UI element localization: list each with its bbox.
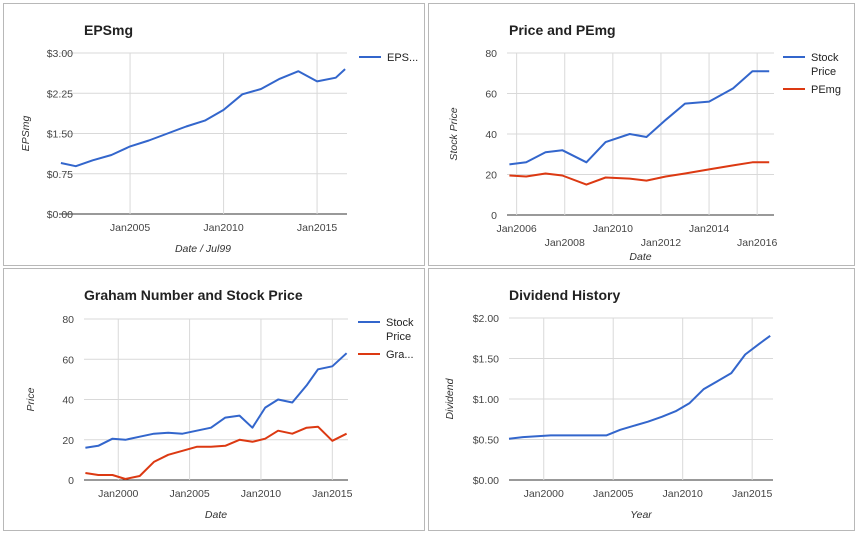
y-tick-label: 60 (485, 89, 497, 101)
y-tick-label: 40 (62, 395, 74, 407)
x-tick-label: Jan2014 (689, 223, 729, 235)
y-tick-label: 0 (491, 210, 497, 222)
chart-dividend-history: Dividend History $0.00 $0.50 $1.00 $1.50 $2.0… (444, 287, 773, 521)
x-tick-label: Jan2000 (98, 488, 138, 500)
x-tick-label: Jan2010 (203, 222, 243, 234)
x-tick-label: Jan2008 (545, 237, 585, 249)
series-line-pemg (509, 161, 770, 186)
x-tick-label: Jan2010 (593, 223, 633, 235)
series-line-dividend (508, 334, 771, 440)
y-tick-label: 0 (68, 475, 74, 487)
chart-epsmg: EPSmg $0.00 $0.75 $1.50 $2.25 $3.00 Jan2005 Jan… (20, 22, 418, 255)
x-tick-label: Jan2015 (297, 222, 337, 234)
y-tick-label: $2.00 (473, 313, 499, 325)
series-line-stock-price (509, 70, 770, 166)
legend-label: EPS... (387, 52, 418, 64)
y-tick-label: $1.50 (47, 129, 73, 141)
y-tick-label: 20 (485, 170, 497, 182)
legend-label: Stock Price (386, 317, 414, 343)
chart-panel-price-and-pemg: Price and PEmg 0 20 40 60 80 Jan2006 Jan2008 Jan… (428, 3, 855, 266)
x-axis-title: Year (630, 509, 652, 521)
x-axis-title: Date (205, 509, 227, 521)
x-tick-label: Jan2005 (110, 222, 150, 234)
x-tick-label: Jan2015 (312, 488, 352, 500)
legend-label: Gra... (386, 349, 414, 361)
series-line-gra (85, 425, 348, 480)
x-tick-label: Jan2010 (241, 488, 281, 500)
chart-title: EPSmg (84, 22, 133, 38)
chart-graham-number-and-stock-price: Graham Number and Stock Price 0 20 40 60 80 Ja… (25, 287, 414, 521)
y-tick-label: $0.50 (473, 435, 499, 447)
y-tick-label: $0.00 (473, 475, 499, 487)
x-tick-label: Jan2016 (737, 237, 777, 249)
chart-panel-dividend-history: Dividend History $0.00 $0.50 $1.00 $1.50 $2.0… (428, 268, 855, 531)
chart-panel-epsmg: EPSmg $0.00 $0.75 $1.50 $2.25 $3.00 Jan2005 Jan… (3, 3, 425, 266)
legend-label: PEmg (811, 84, 841, 96)
x-tick-label: Jan2015 (732, 488, 772, 500)
y-axis-title: EPSmg (20, 116, 32, 152)
y-axis-title: Dividend (444, 377, 456, 419)
x-axis-title: Date / Jul99 (175, 243, 231, 255)
y-tick-label: $0.00 (47, 209, 73, 221)
chart-title: Dividend History (509, 287, 620, 303)
x-tick-label: Jan2006 (496, 223, 536, 235)
chart-panel-graham-number: Graham Number and Stock Price 0 20 40 60 80 Ja… (3, 268, 425, 531)
x-tick-label: Jan2005 (593, 488, 633, 500)
chart-title: Price and PEmg (509, 22, 616, 38)
x-axis-title: Date (629, 251, 651, 263)
x-tick-label: Jan2010 (663, 488, 703, 500)
chart-price-and-pemg: Price and PEmg 0 20 40 60 80 Jan2006 Jan2008 Jan… (448, 22, 841, 263)
y-tick-label: 80 (62, 314, 74, 326)
series-line-stock-price (85, 352, 348, 449)
y-tick-label: $1.50 (473, 354, 499, 366)
chart-title: Graham Number and Stock Price (84, 287, 303, 303)
y-tick-label: 60 (62, 354, 74, 366)
y-tick-label: $0.75 (47, 169, 73, 181)
y-axis-title: Stock Price (448, 107, 460, 160)
y-tick-label: 40 (485, 129, 497, 141)
series-line-eps (60, 68, 346, 168)
y-axis-title: Price (25, 387, 37, 411)
y-tick-label: $3.00 (47, 48, 73, 60)
x-tick-label: Jan2005 (169, 488, 209, 500)
legend-label: Stock Price (811, 52, 839, 78)
x-tick-label: Jan2000 (524, 488, 564, 500)
y-tick-label: 20 (62, 435, 74, 447)
x-tick-label: Jan2012 (641, 237, 681, 249)
y-tick-label: $2.25 (47, 88, 73, 100)
y-tick-label: 80 (485, 48, 497, 60)
y-tick-label: $1.00 (473, 394, 499, 406)
